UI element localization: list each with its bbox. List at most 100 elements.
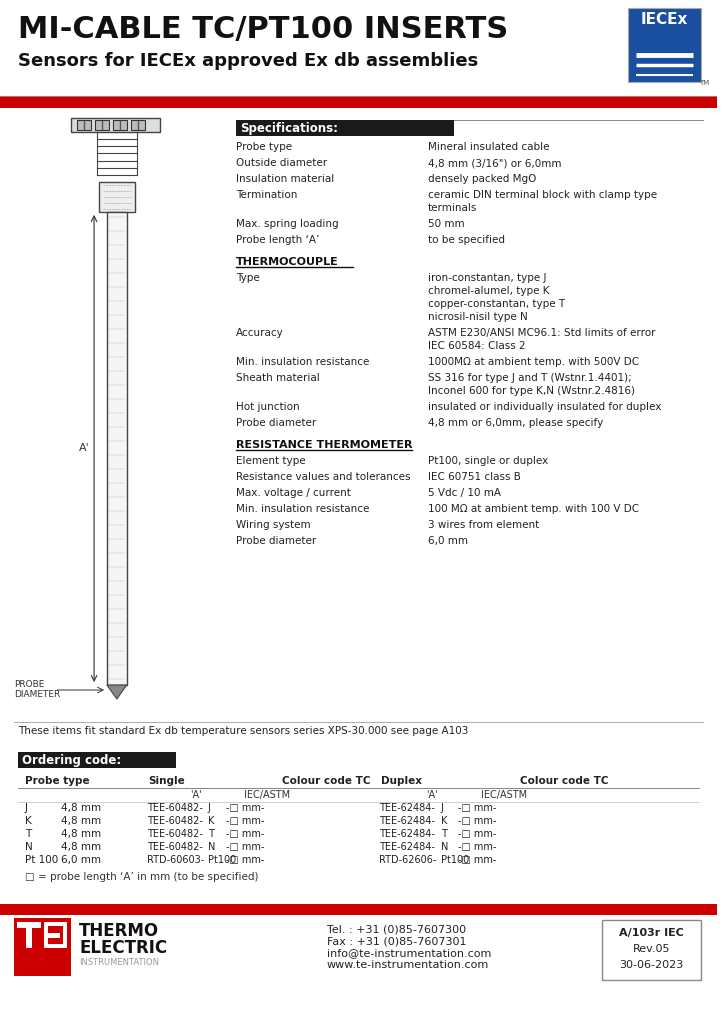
Text: IEC/ASTM: IEC/ASTM	[243, 790, 290, 800]
Text: -□ mm-: -□ mm-	[226, 842, 264, 852]
Text: Probe diameter: Probe diameter	[236, 418, 316, 428]
Text: 4,8 mm: 4,8 mm	[62, 842, 101, 852]
Text: Termination: Termination	[236, 190, 297, 200]
Text: RTD-62606-: RTD-62606-	[379, 855, 437, 865]
Text: -□ mm-: -□ mm-	[458, 855, 497, 865]
Text: K: K	[25, 816, 32, 826]
Text: 6,0 mm: 6,0 mm	[62, 855, 101, 865]
Text: ASTM E230/ANSI MC96.1: Std limits of error: ASTM E230/ANSI MC96.1: Std limits of err…	[428, 328, 655, 338]
Text: A': A'	[79, 443, 90, 453]
Text: 'A': 'A'	[190, 790, 202, 800]
Text: 4,8 mm or 6,0mm, please specify: 4,8 mm or 6,0mm, please specify	[428, 418, 603, 428]
Bar	[26, 922, 32, 948]
Bar	[0, 96, 717, 108]
Text: ELECTRIC: ELECTRIC	[79, 939, 167, 957]
Text: Min. insulation resistance: Min. insulation resistance	[236, 357, 369, 367]
Text: Pt100, single or duplex: Pt100, single or duplex	[428, 456, 548, 466]
Text: J: J	[208, 803, 211, 813]
Text: Type: Type	[236, 273, 259, 283]
Text: Probe type: Probe type	[236, 142, 292, 152]
Text: Pt100: Pt100	[441, 855, 469, 865]
Text: Colour code TC: Colour code TC	[282, 776, 371, 786]
Text: chromel-alumel, type K: chromel-alumel, type K	[428, 286, 550, 296]
Text: TEE-62484-: TEE-62484-	[379, 829, 435, 839]
Text: IEC 60584: Class 2: IEC 60584: Class 2	[428, 341, 526, 351]
Text: TEE-60482-: TEE-60482-	[146, 816, 203, 826]
Text: RTD-60603-: RTD-60603-	[146, 855, 203, 865]
Text: densely packed MgO: densely packed MgO	[428, 174, 536, 184]
Text: 3 wires from element: 3 wires from element	[428, 520, 539, 530]
Text: THERMO: THERMO	[79, 922, 159, 940]
Text: N: N	[208, 842, 215, 852]
Text: PROBE
DIAMETER: PROBE DIAMETER	[14, 680, 60, 699]
Text: Element type: Element type	[236, 456, 306, 466]
Text: J: J	[25, 803, 28, 813]
Text: ceramic DIN terminal block with clamp type: ceramic DIN terminal block with clamp ty…	[428, 190, 657, 200]
Bar	[99, 182, 135, 212]
Bar	[628, 8, 701, 82]
Text: Outside diameter: Outside diameter	[236, 158, 327, 168]
Text: -□ mm-: -□ mm-	[458, 829, 497, 839]
Text: Sensors for IECEx approved Ex db assemblies: Sensors for IECEx approved Ex db assembl…	[18, 52, 478, 70]
Text: info@te-instrumentation.com: info@te-instrumentation.com	[327, 948, 491, 958]
Bar	[48, 933, 60, 938]
Text: Resistance values and tolerances: Resistance values and tolerances	[236, 472, 411, 482]
Text: These items fit standard Ex db temperature sensors series XPS-30.000 see page A1: These items fit standard Ex db temperatu…	[18, 726, 468, 736]
Text: K: K	[441, 816, 447, 826]
Text: MI-CABLE TC/PT100 INSERTS: MI-CABLE TC/PT100 INSERTS	[18, 15, 508, 44]
Text: insulated or individually insulated for duplex: insulated or individually insulated for …	[428, 402, 661, 412]
Bar	[71, 118, 161, 132]
Text: Duplex: Duplex	[382, 776, 422, 786]
Bar	[131, 120, 145, 130]
Text: Probe length ‘A’: Probe length ‘A’	[236, 234, 319, 245]
Text: Rev.05: Rev.05	[633, 944, 670, 954]
Text: -□ mm-: -□ mm-	[226, 855, 264, 865]
Text: -□ mm-: -□ mm-	[458, 803, 497, 813]
Bar	[113, 120, 127, 130]
Bar	[236, 120, 453, 136]
Text: 6,0 mm: 6,0 mm	[428, 536, 468, 546]
Polygon shape	[107, 685, 127, 699]
Text: to be specified: to be specified	[428, 234, 505, 245]
Text: iron-constantan, type J: iron-constantan, type J	[428, 273, 547, 283]
Text: Max. spring loading: Max. spring loading	[236, 219, 338, 229]
Text: -□ mm-: -□ mm-	[458, 816, 497, 826]
Text: Hot junction: Hot junction	[236, 402, 299, 412]
Text: Pt100: Pt100	[208, 855, 236, 865]
Text: THERMOCOUPLE: THERMOCOUPLE	[236, 257, 338, 267]
Text: Mineral insulated cable: Mineral insulated cable	[428, 142, 550, 152]
Bar	[17, 922, 41, 928]
Text: TEE-60482-: TEE-60482-	[146, 803, 203, 813]
Text: Accuracy: Accuracy	[236, 328, 283, 338]
Text: 4,8 mm: 4,8 mm	[62, 829, 101, 839]
Text: Wiring system: Wiring system	[236, 520, 311, 530]
Text: TEE-60482-: TEE-60482-	[146, 842, 203, 852]
Bar	[18, 752, 176, 768]
Text: N: N	[441, 842, 448, 852]
Text: T: T	[441, 829, 447, 839]
Text: www.te-instrumentation.com: www.te-instrumentation.com	[327, 961, 489, 970]
Text: copper-constantan, type T: copper-constantan, type T	[428, 299, 565, 309]
Text: TM: TM	[699, 80, 710, 86]
Text: TEE-62484-: TEE-62484-	[379, 803, 435, 813]
Text: Inconel 600 for type K,N (Wstnr.2.4816): Inconel 600 for type K,N (Wstnr.2.4816)	[428, 386, 635, 396]
Text: -□ mm-: -□ mm-	[458, 842, 497, 852]
Text: Min. insulation resistance: Min. insulation resistance	[236, 504, 369, 514]
Text: 100 MΩ at ambient temp. with 100 V DC: 100 MΩ at ambient temp. with 100 V DC	[428, 504, 639, 514]
Text: INSTRUMENTATION: INSTRUMENTATION	[79, 958, 159, 967]
Text: nicrosil-nisil type N: nicrosil-nisil type N	[428, 312, 528, 322]
Text: Colour code TC: Colour code TC	[520, 776, 608, 786]
Text: Sheath material: Sheath material	[236, 373, 319, 383]
Bar	[107, 212, 127, 685]
Text: 1000MΩ at ambient temp. with 500V DC: 1000MΩ at ambient temp. with 500V DC	[428, 357, 639, 367]
Text: -□ mm-: -□ mm-	[226, 816, 264, 826]
Text: Probe diameter: Probe diameter	[236, 536, 316, 546]
Text: terminals: terminals	[428, 203, 477, 213]
Text: RESISTANCE THERMOMETER: RESISTANCE THERMOMETER	[236, 440, 412, 450]
Text: N: N	[25, 842, 33, 852]
Text: Insulation material: Insulation material	[236, 174, 334, 184]
Text: 4,8 mm (3/16") or 6,0mm: 4,8 mm (3/16") or 6,0mm	[428, 158, 561, 168]
Text: IECEx: IECEx	[641, 12, 688, 27]
Text: -□ mm-: -□ mm-	[226, 803, 264, 813]
Bar	[95, 120, 109, 130]
